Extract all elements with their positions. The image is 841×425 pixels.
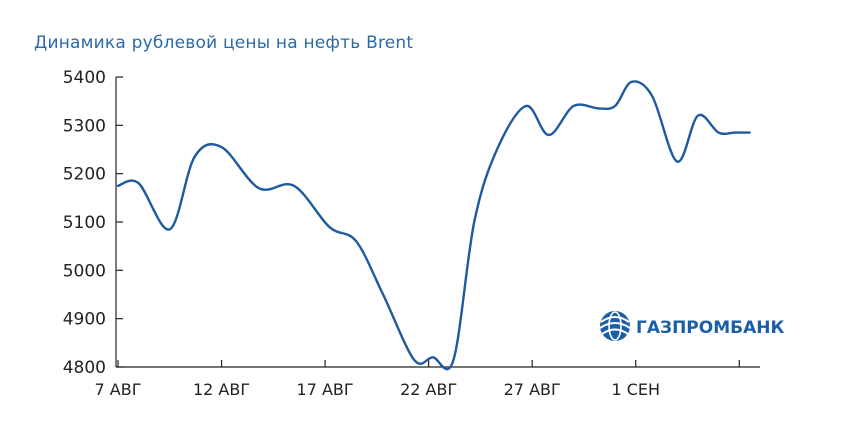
y-tick-label: 5300 [63, 116, 106, 136]
x-tick-label: 17 АВГ [297, 380, 354, 399]
brand-name: ГАЗПРОМБАНК [636, 318, 784, 338]
y-ticks: 4800 4900 5000 5100 5200 5300 5400 [63, 68, 123, 378]
y-tick-label: 5400 [63, 68, 106, 88]
x-tick-label: 22 АВГ [400, 380, 457, 399]
y-tick-label: 5100 [63, 213, 106, 233]
chart-title: Динамика рублевой цены на нефть Brent [34, 33, 414, 53]
y-tick-label: 5000 [63, 261, 106, 281]
x-tick-label: 1 СЕН [611, 380, 660, 399]
series-line [116, 80, 751, 371]
series-group [116, 80, 751, 371]
x-tick-label: 7 АВГ [95, 380, 142, 399]
x-ticks: 7 АВГ 12 АВГ 17 АВГ 22 АВГ 27 АВГ 1 СЕН [95, 360, 740, 399]
y-tick-label: 5200 [63, 165, 106, 185]
globe-logo-icon [599, 311, 631, 341]
y-tick-label: 4900 [63, 310, 106, 330]
x-tick-label: 12 АВГ [193, 380, 250, 399]
y-tick-label: 4800 [63, 358, 106, 378]
x-tick-label: 27 АВГ [504, 380, 561, 399]
brand-logo: ГАЗПРОМБАНК [599, 311, 784, 341]
